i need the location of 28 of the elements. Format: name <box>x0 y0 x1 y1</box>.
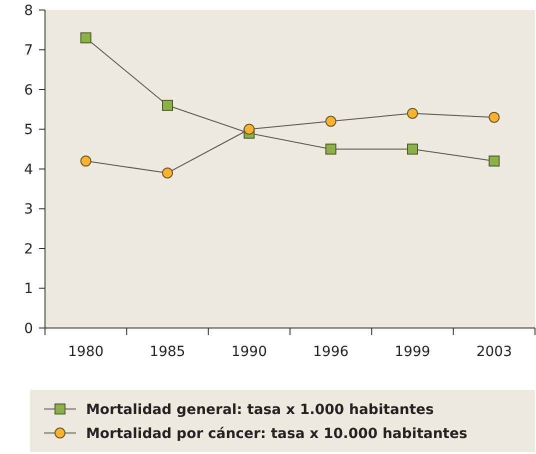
y-tick-label: 8 <box>24 2 33 19</box>
x-tick-label: 1980 <box>68 344 104 360</box>
point <box>244 124 255 135</box>
point <box>407 144 418 155</box>
y-tick-label: 0 <box>24 320 33 337</box>
point <box>162 167 173 178</box>
point <box>488 112 500 123</box>
point <box>162 100 173 111</box>
point <box>80 156 92 167</box>
x-tick-label: 1985 <box>150 344 186 360</box>
y-tick-label: 2 <box>24 241 33 258</box>
y-tick-label: 4 <box>24 162 34 178</box>
legend-label: Mortalidad por cáncer: tasa x 10.000 habitantes <box>86 426 468 442</box>
y-tick-label: 5 <box>24 122 33 138</box>
y-tick-label: 6 <box>24 82 34 98</box>
legend-label: Mortalidad general: tasa x 1.000 habitantes <box>86 402 434 418</box>
point <box>325 116 336 127</box>
point <box>488 156 500 167</box>
x-tick-label: 1990 <box>231 344 267 360</box>
x-tick-label: 2003 <box>476 344 512 360</box>
y-tick-label: 3 <box>24 202 33 218</box>
x-tick-label: 1996 <box>313 344 349 360</box>
y-tick-label: 1 <box>24 281 33 298</box>
point <box>80 32 92 44</box>
x-tick-label: 1999 <box>394 344 430 360</box>
point <box>407 108 418 119</box>
point <box>325 144 336 155</box>
y-tick-label: 7 <box>24 42 33 59</box>
